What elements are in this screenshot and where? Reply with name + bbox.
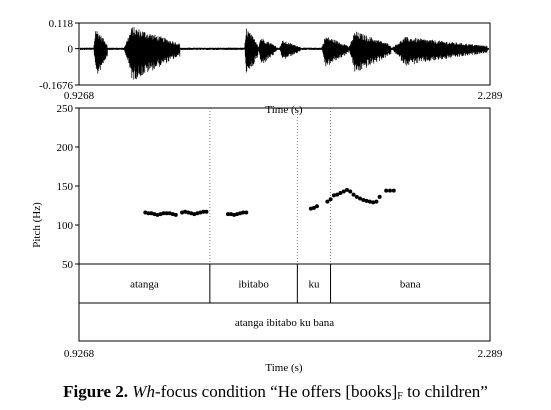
pitch-point — [308, 206, 313, 211]
pitch-frame — [78, 107, 491, 342]
pitch-point — [235, 212, 240, 217]
pitch-point — [331, 193, 336, 198]
word-tier-label: ibitabo — [238, 279, 269, 291]
pitch-point — [384, 188, 389, 193]
pitch-point — [173, 212, 178, 217]
pitch-point — [358, 196, 363, 201]
pitch-point — [195, 211, 200, 216]
pitch-point — [164, 211, 169, 216]
pitch-point — [180, 210, 185, 215]
pitch-point — [201, 209, 206, 214]
waveform-x-min-label: 0.9268 — [64, 90, 95, 102]
annotation-tiers: atanga ibitabo ku bana atanga ibitabo ku ban… — [79, 263, 490, 329]
pitch-point — [335, 192, 340, 197]
pitch-point — [387, 188, 392, 193]
waveform-y-ticks: 0.118 0 -0.1676 — [39, 18, 79, 92]
pitch-points — [143, 187, 396, 217]
caption-figure-label: Figure 2. — [63, 382, 129, 401]
caption-text-before: -focus condition “He offers [books] — [154, 382, 398, 401]
pitch-point — [377, 194, 382, 199]
waveform-panel: 0.118 0 -0.1676 0.9268 2.289 Time (s) — [39, 18, 503, 116]
pitch-point — [351, 192, 356, 197]
pitch-point — [155, 212, 160, 217]
caption-text-after: to children” — [402, 382, 488, 401]
segment-boundaries — [209, 108, 332, 303]
waveform-frame — [78, 22, 491, 86]
pitch-point — [374, 199, 379, 204]
pitch-point — [152, 212, 157, 217]
pitch-point — [361, 198, 366, 203]
waveform-x-axis-label: Time (s) — [265, 104, 303, 116]
pitch-point — [167, 211, 172, 216]
pitch-point — [364, 198, 369, 203]
pitch-point — [325, 199, 330, 204]
word-tier-label: bana — [400, 279, 421, 291]
pitch-point — [391, 188, 396, 193]
pitch-x-max-label: 2.289 — [478, 348, 503, 360]
pitch-point — [149, 211, 154, 216]
pitch-point — [371, 200, 376, 205]
waveform-x-max-label: 2.289 — [478, 90, 503, 102]
figure-caption: Figure 2. Wh-focus condition “He offers … — [0, 382, 551, 402]
pitch-point — [189, 211, 194, 216]
pitch-point — [146, 211, 151, 216]
pitch-x-min-label: 0.9268 — [64, 348, 95, 360]
pitch-point — [338, 191, 343, 196]
pitch-point — [170, 212, 175, 217]
pitch-y-tick-label: 50 — [62, 259, 74, 271]
pitch-point — [241, 210, 246, 215]
pitch-point — [229, 212, 234, 217]
pitch-point — [314, 204, 319, 209]
waveform-trace — [79, 27, 490, 80]
pitch-point — [328, 197, 333, 202]
pitch-point — [192, 212, 197, 217]
pitch-point — [354, 194, 359, 199]
waveform-y-tick-label: 0.118 — [49, 18, 74, 30]
word-tier-label: ku — [308, 279, 320, 291]
pitch-y-axis-label: Pitch (Hz) — [31, 202, 43, 248]
pitch-point — [348, 189, 353, 194]
pitch-y-ticks: 50 100 150 200 250 — [57, 103, 79, 271]
caption-wh: Wh — [132, 382, 155, 401]
sentence-tier-label: atanga ibitabo ku bana — [235, 317, 334, 329]
pitch-point — [183, 209, 188, 214]
pitch-y-tick-label: 150 — [57, 181, 74, 193]
caption-focus-mark: F — [397, 391, 403, 402]
pitch-y-tick-label: 250 — [57, 103, 74, 115]
pitch-x-axis-label: Time (s) — [265, 362, 303, 374]
pitch-y-tick-label: 200 — [57, 142, 74, 154]
pitch-point — [161, 211, 166, 216]
pitch-point — [225, 212, 230, 217]
pitch-point — [198, 210, 203, 215]
waveform-y-tick-label: 0 — [68, 44, 74, 56]
pitch-y-tick-label: 100 — [57, 220, 74, 232]
pitch-point — [186, 210, 191, 215]
word-tier-label: atanga — [130, 279, 159, 291]
pitch-point — [341, 189, 346, 194]
pitch-point — [232, 212, 237, 217]
pitch-point — [204, 209, 209, 214]
waveform-y-tick-label: -0.1676 — [39, 80, 73, 92]
pitch-point — [238, 211, 243, 216]
pitch-point — [158, 212, 163, 217]
pitch-point — [244, 210, 249, 215]
pitch-point — [367, 199, 372, 204]
pitch-point — [344, 187, 349, 192]
pitch-point — [311, 205, 316, 210]
pitch-point — [143, 210, 148, 215]
